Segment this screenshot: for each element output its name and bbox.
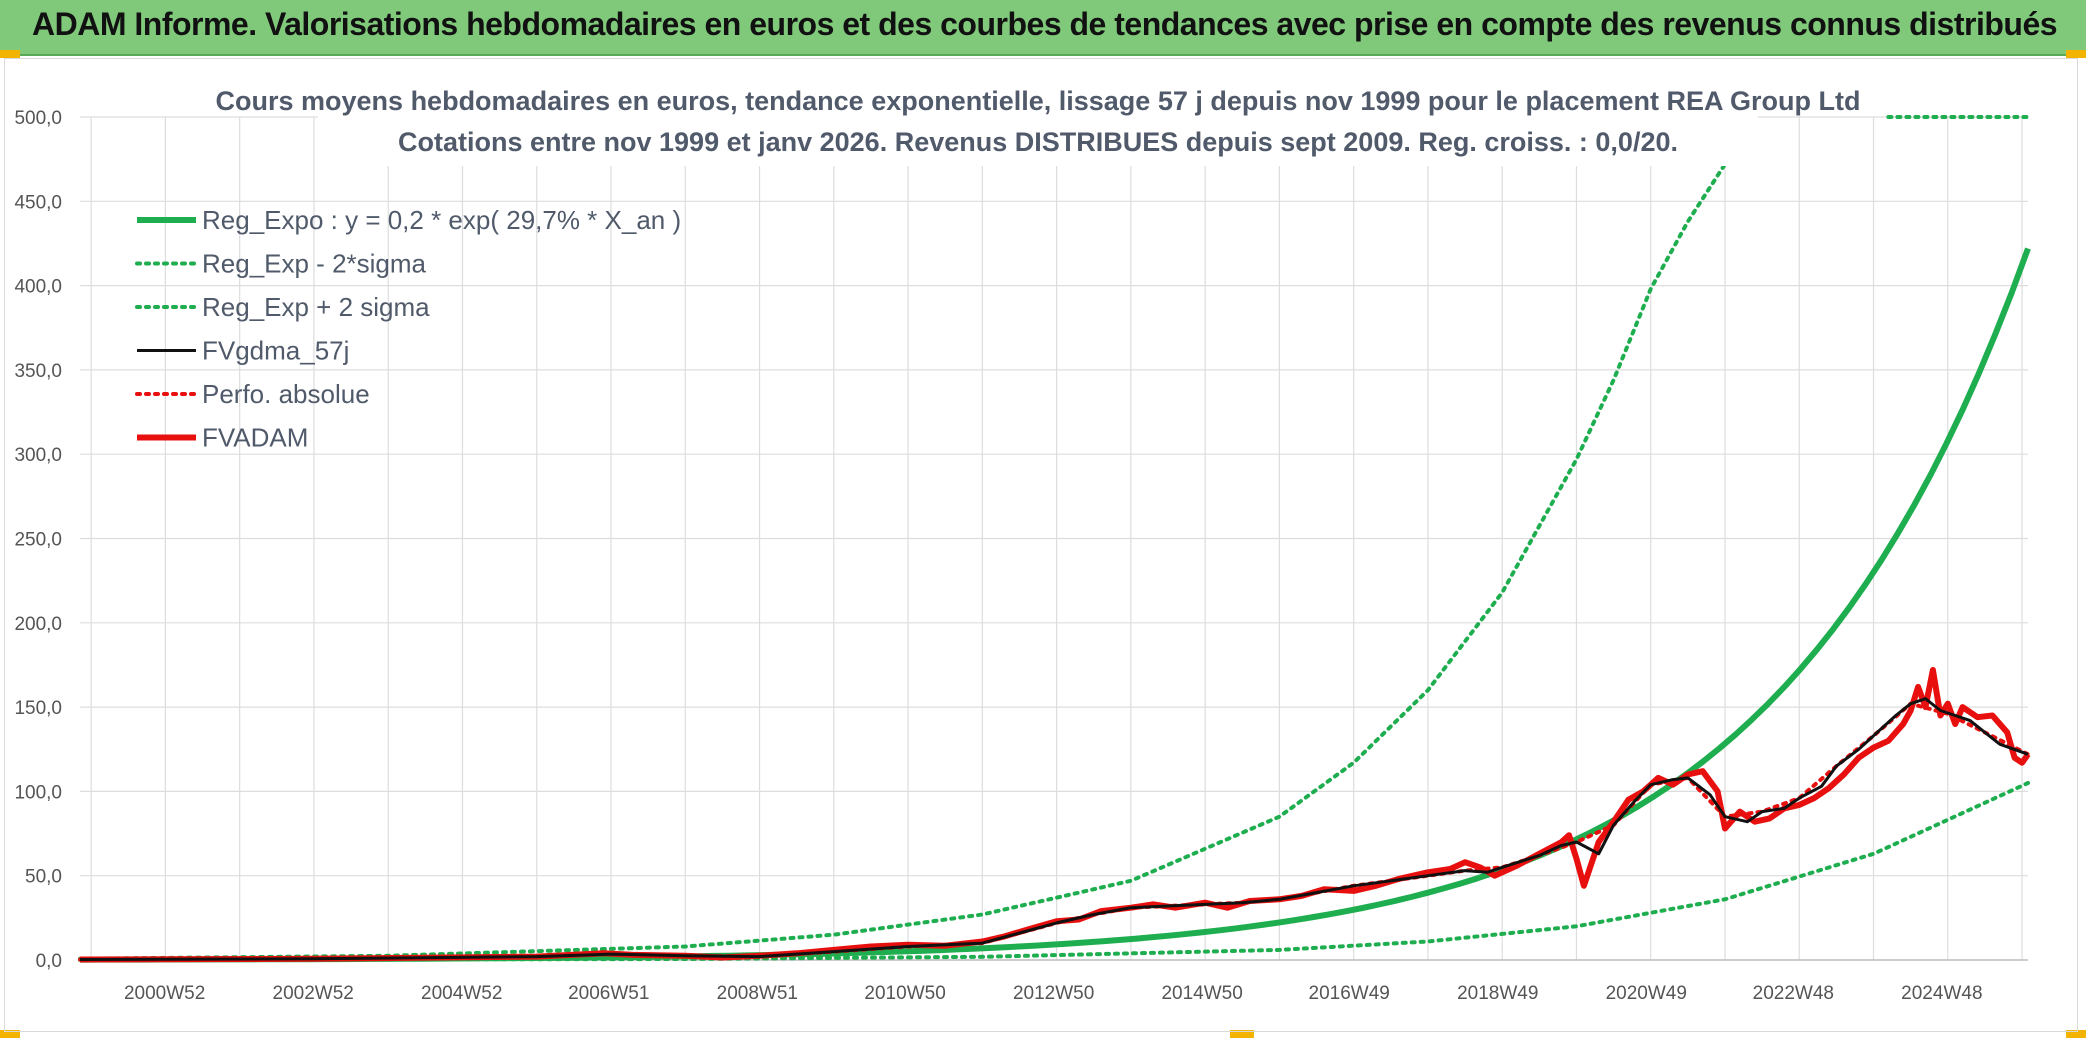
y-tick-labels: 0,0 50,0 100,0 150,0 200,0 250,0 300,0 350,0 400…: [14, 108, 62, 972]
legend-entry-label: FVADAM: [202, 423, 308, 453]
title-background: [318, 78, 1758, 166]
x-tick-label: 2024W48: [1901, 983, 1982, 1004]
legend-entry-label: Reg_Expo : y = 0,2 * exp( 29,7% * X_an ): [202, 205, 681, 235]
x-tick-label: 2016W49: [1309, 983, 1390, 1004]
y-tick-label: 250,0: [14, 530, 62, 551]
series-line: [78, 162, 1727, 961]
x-gridlines: [90, 117, 2023, 960]
x-tick-label: 2008W51: [717, 983, 798, 1004]
y-tick-label: 150,0: [14, 698, 62, 719]
y-tick-label: 450,0: [14, 192, 62, 213]
series-line: [79, 667, 2031, 963]
chart-frame: [4, 58, 2078, 1032]
x-tick-labels: 2000W52 2002W52 2004W52 2006W51 2008W51 2010W…: [124, 983, 1983, 1004]
x-tick-label: 2020W49: [1606, 983, 1687, 1004]
chart-title-line-1: Cours moyens hebdomadaires en euros, ten…: [216, 86, 1861, 116]
x-tick-label: 2006W51: [568, 983, 649, 1004]
y-tick-label: 100,0: [14, 782, 62, 803]
y-tick-label: 350,0: [14, 361, 62, 382]
y-tick-label: 200,0: [14, 614, 62, 635]
chart-title-line-2: Cotations entre nov 1999 et janv 2026. R…: [398, 127, 1678, 157]
x-tick-label: 2000W52: [124, 983, 205, 1004]
chart-title-block: Cours moyens hebdomadaires en euros, ten…: [216, 78, 1861, 166]
corner-mark-top-right: [2066, 50, 2086, 58]
legend-entry-label: FVgdma_57j: [202, 336, 349, 366]
y-tick-label: 500,0: [14, 108, 62, 129]
series-line: [79, 247, 2031, 963]
x-tick-label: 2010W50: [864, 983, 945, 1004]
x-tick-label: 2018W49: [1457, 983, 1538, 1004]
legend-entry-label: Perfo. absolue: [202, 379, 370, 409]
x-tick-label: 2012W50: [1013, 983, 1094, 1004]
corner-mark-bottom-middle: [1230, 1030, 1254, 1038]
y-gridlines: [80, 116, 2028, 961]
y-tick-label: 400,0: [14, 277, 62, 298]
y-tick-label: 50,0: [25, 867, 62, 888]
series-lines: [78, 115, 2031, 963]
corner-mark-bottom-right: [2066, 1030, 2086, 1038]
corner-mark-bottom-left: [0, 1030, 20, 1038]
legend-entry-label: Reg_Exp - 2*sigma: [202, 249, 427, 279]
x-tick-label: 2004W52: [421, 983, 502, 1004]
banner-title: ADAM Informe. Valorisations hebdomadaire…: [32, 6, 2058, 42]
y-tick-label: 0,0: [36, 951, 62, 972]
series-line: [78, 781, 2030, 962]
chart-legend: Reg_Expo : y = 0,2 * exp( 29,7% * X_an )…: [135, 205, 681, 453]
series-line: [79, 697, 2029, 961]
x-tick-label: 2014W50: [1161, 983, 1242, 1004]
y-tick-label: 300,0: [14, 445, 62, 466]
x-tick-label: 2002W52: [273, 983, 354, 1004]
corner-mark-top-left: [0, 50, 20, 58]
legend-entry-label: Reg_Exp + 2 sigma: [202, 292, 430, 322]
x-tick-label: 2022W48: [1753, 983, 1834, 1004]
report-banner: ADAM Informe. Valorisations hebdomadaire…: [0, 0, 2086, 56]
